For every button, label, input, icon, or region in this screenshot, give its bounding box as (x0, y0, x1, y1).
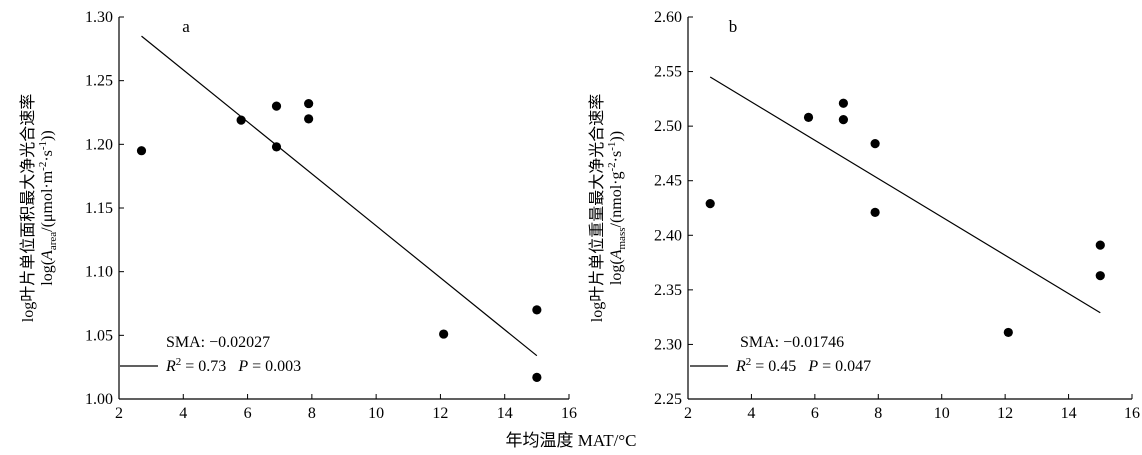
panel-b: 2 4 6 8 10 12 14 16 2.25 2.30 2.35 2.40 2.45 2.50 2.55… (588, 9, 1140, 422)
panel-a: 2 4 6 8 10 12 14 16 1.00 1.05 1.10 1.15 1.20 1.25 1.30… (19, 9, 577, 422)
y-axis-label-end: )) (39, 130, 56, 141)
x-tick-label: 4 (179, 405, 187, 422)
panel-label: a (182, 17, 190, 36)
y-axis-label-unit: /(nmol·g (608, 172, 625, 228)
data-point (532, 305, 542, 315)
y-axis-label: log叶片单位面积最大净光合速率 log(Aarea/(μmol·m-2·s-1)… (19, 94, 59, 322)
y-tick-label: 1.00 (85, 391, 113, 408)
y-axis-label-var: A (608, 249, 625, 260)
x-tick-label: 12 (432, 405, 448, 422)
stats-annotation: R2 = 0.45 P = 0.047 (735, 356, 871, 375)
y-tick-label: 1.20 (85, 136, 113, 153)
p-value: = 0.047 (818, 358, 871, 375)
y-tick-label: 1.10 (85, 264, 113, 281)
y-axis-label-exp: -1 (37, 141, 49, 150)
data-point (838, 98, 849, 108)
fit-line (709, 76, 1101, 314)
panel-label: b (729, 17, 738, 36)
sma-annotation: SMA: −0.01746 (740, 334, 844, 351)
p-value: = 0.003 (248, 358, 301, 375)
data-point (1003, 327, 1013, 338)
y-axis-label-exp: -2 (606, 162, 618, 171)
fit-line (141, 35, 538, 357)
x-tick-label: 10 (934, 405, 950, 422)
r2-label: R (165, 358, 176, 375)
data-point (838, 114, 849, 125)
p-label: P (237, 358, 248, 375)
y-tick-label: 2.45 (654, 173, 682, 190)
y-tick-label: 2.40 (654, 227, 682, 244)
y-axis-label-mid: ·s (39, 150, 56, 162)
y-axis-label-var: A (39, 250, 56, 261)
y-tick-label: 1.30 (85, 9, 113, 26)
sma-annotation: SMA: −0.02027 (166, 334, 270, 351)
x-tick-label: 12 (997, 405, 1013, 422)
data-point (304, 114, 314, 124)
r2-value: = 0.45 (751, 358, 796, 375)
y-tick-label: 1.25 (85, 73, 113, 90)
y-axis-label-line1: log叶片单位重量最大净光合速率 (588, 94, 606, 322)
x-tick-label: 6 (811, 405, 819, 422)
data-point (870, 139, 880, 149)
spacer (796, 358, 808, 375)
y-tick-label: 2.55 (654, 64, 682, 81)
y-axis-label-unit: /(μmol·m (39, 170, 56, 232)
x-tick-label: 2 (115, 405, 123, 422)
data-point (705, 199, 715, 209)
y-axis-label-prefix: log( (39, 260, 56, 286)
data-point (439, 329, 449, 339)
y-tick-label: 2.25 (654, 391, 682, 408)
y-axis-label: log叶片单位重量最大净光合速率 log(Amass/(nmol·g-2·s-1)… (588, 94, 628, 322)
y-axis-label-sub: area (47, 232, 59, 250)
y-tick-label: 1.05 (85, 327, 113, 344)
y-axis-label-exp: -1 (606, 142, 618, 151)
x-tick-label: 6 (244, 405, 252, 422)
data-point (1095, 240, 1105, 250)
data-point (1095, 271, 1105, 281)
r2-value: = 0.73 (181, 358, 226, 375)
y-axis-label-line1: log叶片单位面积最大净光合速率 (19, 94, 37, 322)
y-axis-label-exp: -2 (37, 162, 49, 171)
data-point (236, 115, 246, 125)
r2-label: R (735, 358, 746, 375)
y-axis-label-prefix: log( (608, 259, 625, 285)
y-tick-label: 2.35 (654, 282, 682, 299)
data-point (271, 101, 282, 111)
data-point (271, 142, 282, 152)
x-tick-label: 14 (1061, 405, 1077, 422)
data-point (803, 112, 814, 123)
p-label: P (807, 358, 818, 375)
x-axis-label: 年均温度 MAT/°C (505, 431, 636, 450)
r2-superscript: 2 (746, 356, 752, 368)
stats-annotation: R2 = 0.73 P = 0.003 (165, 356, 301, 375)
x-tick-label: 16 (1124, 405, 1140, 422)
r2-superscript: 2 (176, 356, 182, 368)
data-point (136, 146, 147, 156)
x-tick-label: 8 (874, 405, 882, 422)
y-axis-label-sub: mass (616, 228, 628, 250)
x-tick-label: 8 (308, 405, 316, 422)
y-axis-label-mid: ·s (608, 151, 625, 163)
data-point (532, 372, 542, 382)
x-tick-label: 10 (368, 405, 384, 422)
y-tick-label: 2.50 (654, 118, 682, 135)
data-point (870, 207, 880, 217)
x-tick-label: 2 (684, 405, 692, 422)
y-tick-label: 1.15 (85, 200, 113, 217)
y-tick-label: 2.60 (654, 9, 682, 26)
x-tick-label: 16 (561, 405, 577, 422)
spacer (226, 358, 238, 375)
x-tick-label: 4 (747, 405, 755, 422)
x-tick-label: 14 (497, 405, 513, 422)
data-point (304, 98, 314, 109)
y-axis-label-end: )) (608, 131, 625, 142)
y-tick-label: 2.30 (654, 336, 682, 353)
